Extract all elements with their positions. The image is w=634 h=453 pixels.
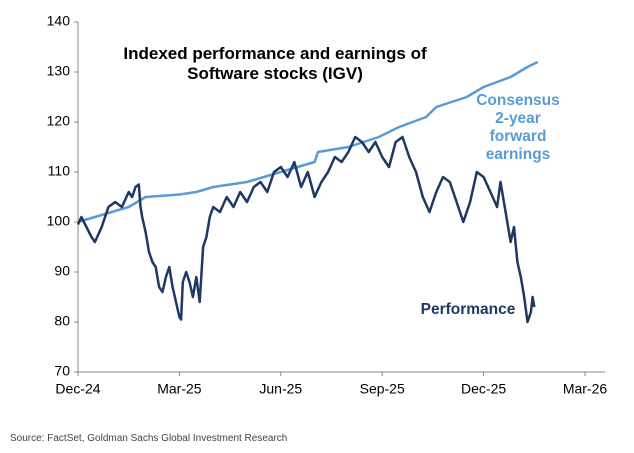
x-tick-label: Mar-25 [157,381,202,397]
series-label: Consensus 2-year forward earnings [476,92,560,164]
y-tick-label: 140 [47,13,71,29]
x-tick-label: Dec-24 [55,381,100,397]
x-tick-label: Dec-25 [461,381,506,397]
y-tick-label: 70 [54,363,70,379]
x-tick-label: Jun-25 [259,381,302,397]
y-tick-label: 90 [54,263,70,279]
y-tick-label: 110 [48,163,71,179]
y-tick-label: 80 [54,313,70,329]
x-tick-label: Mar-26 [563,381,608,397]
chart-title: Indexed performance and earnings of Soft… [123,44,427,83]
source: Source: FactSet, Goldman Sachs Global In… [10,433,288,444]
y-tick-label: 130 [47,63,71,79]
series-label: Performance [420,301,516,318]
x-tick-label: Sep-25 [360,381,405,397]
y-tick-label: 120 [47,113,71,129]
y-tick-label: 100 [47,213,71,229]
series-line [76,135,536,324]
